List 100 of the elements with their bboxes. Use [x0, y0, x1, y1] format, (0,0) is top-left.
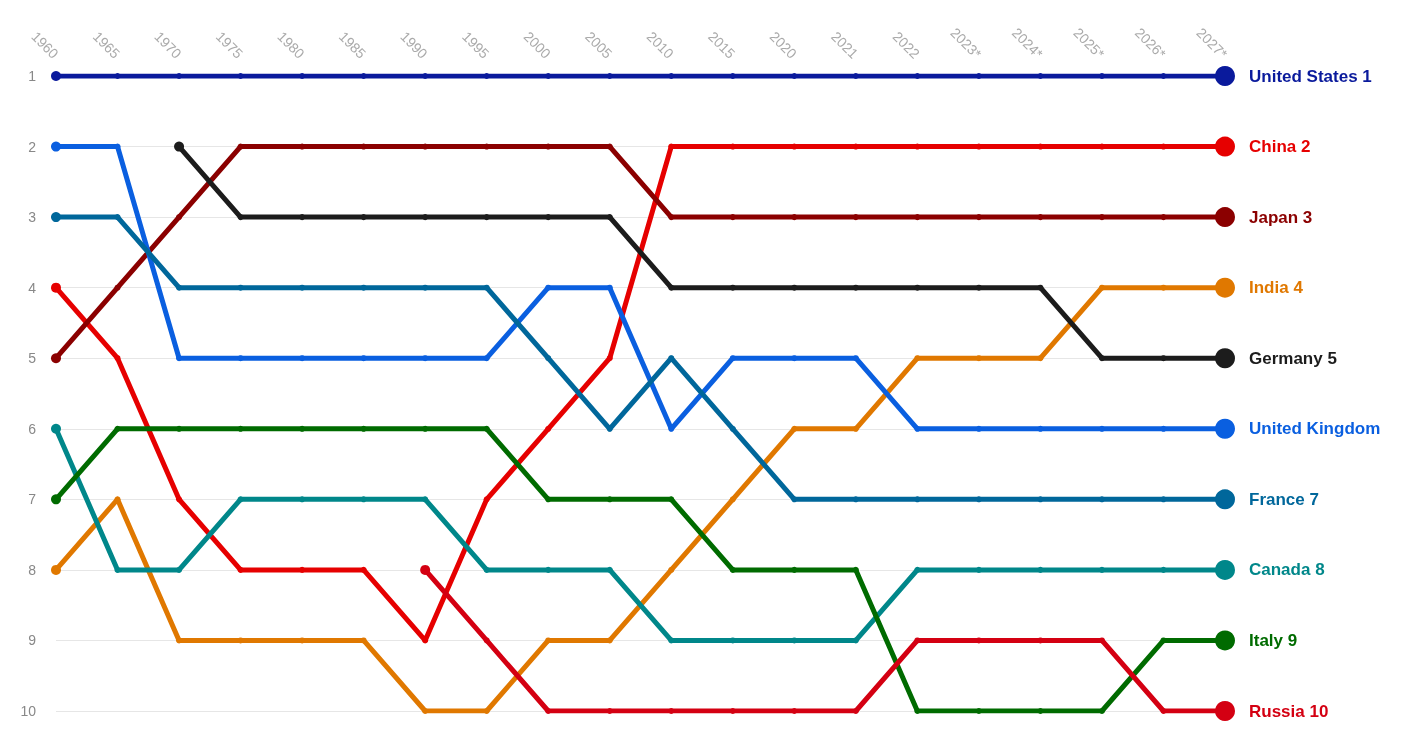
point — [483, 284, 490, 291]
point — [1037, 425, 1044, 432]
point — [360, 284, 367, 291]
text: United States 1 — [1249, 66, 1372, 86]
point — [729, 496, 736, 503]
point — [914, 425, 921, 432]
point — [237, 496, 244, 503]
point — [299, 566, 306, 573]
point — [606, 214, 613, 221]
text: Russia 10 — [1249, 701, 1329, 721]
point — [176, 566, 183, 573]
point — [545, 496, 552, 503]
point — [114, 355, 121, 362]
point — [1160, 355, 1167, 362]
point — [483, 425, 490, 432]
point — [791, 355, 798, 362]
point — [483, 496, 490, 503]
point — [606, 708, 613, 714]
point — [545, 355, 552, 362]
point — [914, 73, 921, 79]
point — [914, 355, 921, 362]
point — [483, 355, 490, 362]
point — [852, 214, 859, 221]
point — [176, 496, 183, 503]
point — [1037, 284, 1044, 291]
point — [852, 496, 859, 503]
point — [668, 284, 675, 291]
point — [729, 214, 736, 221]
point — [483, 637, 490, 644]
y-tick-label: 1 — [28, 68, 37, 84]
point — [729, 355, 736, 362]
point — [360, 496, 367, 503]
point — [237, 143, 244, 150]
text: China 2 — [1249, 137, 1311, 157]
point — [1160, 214, 1167, 221]
point — [975, 566, 982, 573]
point — [176, 284, 183, 291]
point — [483, 708, 490, 714]
point — [852, 355, 859, 362]
y-tick-label: 2 — [28, 138, 37, 155]
point — [791, 566, 798, 573]
point — [852, 566, 859, 573]
point — [545, 708, 552, 714]
point — [606, 73, 613, 79]
point — [791, 73, 798, 79]
text: India 4 — [1249, 278, 1303, 298]
point — [668, 566, 675, 573]
point — [606, 496, 613, 503]
point — [791, 496, 798, 503]
point — [791, 425, 798, 432]
point — [483, 214, 490, 221]
series-label: United Kingdom — [1249, 419, 1381, 439]
point — [729, 425, 736, 432]
y-tick-label: 3 — [28, 209, 37, 226]
point — [852, 708, 859, 714]
y-tick-label: 6 — [28, 420, 37, 437]
point — [1037, 214, 1044, 221]
point — [606, 355, 613, 362]
point — [668, 708, 675, 714]
point — [545, 73, 552, 79]
point — [914, 284, 921, 291]
point — [1037, 355, 1044, 362]
point — [729, 73, 736, 79]
point — [852, 425, 859, 432]
point — [668, 496, 675, 503]
point — [360, 425, 367, 432]
point — [729, 284, 736, 291]
point — [114, 214, 121, 221]
point — [483, 566, 490, 573]
point — [668, 214, 675, 221]
text: Germany 5 — [1249, 348, 1337, 368]
text: Japan 3 — [1249, 207, 1313, 227]
point — [1037, 708, 1044, 714]
point — [299, 355, 306, 362]
point — [1160, 425, 1167, 432]
point — [114, 566, 121, 573]
point — [975, 284, 982, 291]
point — [422, 214, 429, 221]
point — [1098, 496, 1105, 503]
point — [299, 496, 306, 503]
point — [360, 355, 367, 362]
point — [1160, 143, 1167, 150]
point — [176, 214, 183, 221]
text: Canada 8 — [1249, 560, 1325, 580]
point — [606, 284, 613, 291]
point — [729, 708, 736, 714]
point — [1037, 566, 1044, 573]
y-tick-label: 4 — [28, 279, 37, 296]
point — [237, 284, 244, 291]
point — [545, 566, 552, 573]
point — [852, 284, 859, 291]
point — [545, 284, 552, 291]
point — [422, 425, 429, 432]
point — [975, 496, 982, 503]
point — [1098, 355, 1105, 362]
point — [1160, 637, 1167, 644]
text: France 7 — [1249, 489, 1319, 509]
point — [422, 496, 429, 503]
point — [483, 73, 490, 79]
point — [914, 708, 921, 714]
